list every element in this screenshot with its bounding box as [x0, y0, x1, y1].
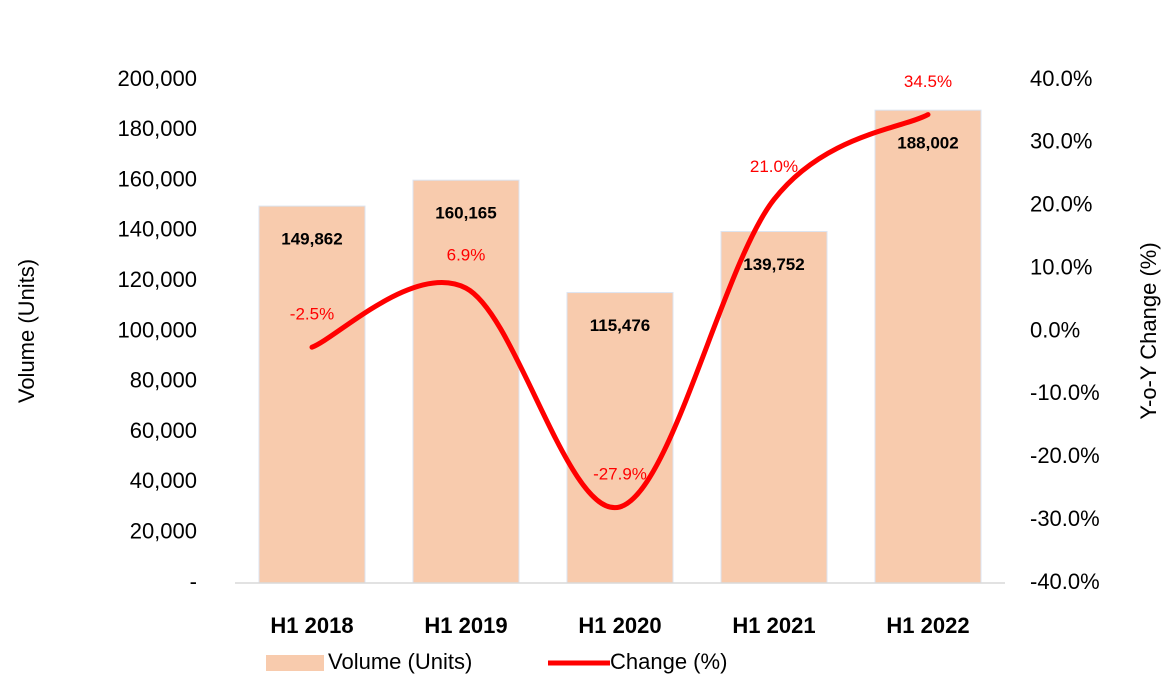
line-value-label: 21.0% [750, 157, 798, 176]
line-value-label: -2.5% [290, 305, 334, 324]
y-tick-label: 80,000 [130, 368, 197, 393]
bar-value-label: 139,752 [743, 255, 804, 274]
legend-label: Volume (Units) [328, 649, 472, 674]
y2-tick-label: -10.0% [1030, 380, 1100, 405]
y2-tick-label: 30.0% [1030, 129, 1092, 154]
y2-tick-label: 40.0% [1030, 66, 1092, 91]
y2-axis-title: Y-o-Y Change (%) [1136, 242, 1161, 419]
y2-tick-label: -30.0% [1030, 506, 1100, 531]
x-tick-label: H1 2020 [578, 613, 661, 638]
y2-tick-label: 20.0% [1030, 192, 1092, 217]
x-tick-label: H1 2018 [270, 613, 353, 638]
x-tick-label: H1 2019 [424, 613, 507, 638]
legend-label: Change (%) [610, 649, 727, 674]
line-value-label: 6.9% [447, 246, 486, 265]
y-tick-label: 160,000 [117, 166, 197, 191]
y-tick-label: 20,000 [130, 519, 197, 544]
line-value-label: 34.5% [904, 72, 952, 91]
y-tick-label: 180,000 [117, 116, 197, 141]
bar [412, 179, 520, 584]
y-tick-label: 100,000 [117, 317, 197, 342]
line [309, 112, 931, 510]
legend-swatch [266, 655, 324, 671]
y2-tick-label: 0.0% [1030, 317, 1080, 342]
x-tick-label: H1 2022 [886, 613, 969, 638]
bar [874, 109, 982, 584]
line-value-label: -27.9% [593, 464, 647, 483]
bar-value-label: 149,862 [281, 230, 342, 249]
y-tick-label: 60,000 [130, 418, 197, 443]
y-tick-label: 40,000 [130, 468, 197, 493]
y-tick-label: 120,000 [117, 267, 197, 292]
y-tick-label: 200,000 [117, 66, 197, 91]
y2-tick-label: -20.0% [1030, 443, 1100, 468]
y2-tick-label: -40.0% [1030, 569, 1100, 594]
y-tick-label: - [190, 569, 197, 594]
y-axis-title: Volume (Units) [14, 259, 39, 403]
bar [720, 231, 828, 584]
y2-tick-label: 10.0% [1030, 254, 1092, 279]
bar-value-label: 188,002 [897, 134, 958, 153]
x-tick-label: H1 2021 [732, 613, 815, 638]
bar-value-label: 160,165 [435, 204, 496, 223]
y-tick-label: 140,000 [117, 217, 197, 242]
bar [566, 292, 674, 584]
bar [258, 205, 366, 584]
bar-value-label: 115,476 [590, 316, 651, 335]
